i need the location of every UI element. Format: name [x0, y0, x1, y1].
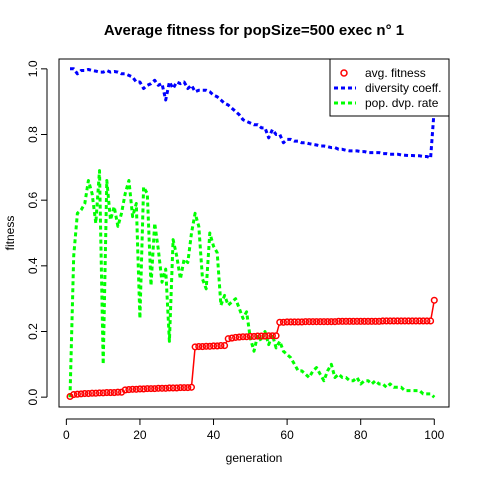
x-tick-label: 0: [63, 428, 70, 442]
x-tick-label: 60: [280, 428, 294, 442]
y-tick-label: 1.0: [26, 60, 40, 77]
x-axis-label: generation: [226, 451, 283, 465]
x-tick-label: 80: [354, 428, 368, 442]
y-axis-label: fitness: [3, 216, 17, 251]
y-tick-label: 0.2: [26, 323, 40, 340]
x-tick-label: 20: [133, 428, 147, 442]
chart-title: Average fitness for popSize=500 exec n° …: [104, 22, 404, 39]
y-tick-label: 0.6: [26, 192, 40, 209]
legend-label-pop-dvp-rate: pop. dvp. rate: [365, 96, 439, 110]
x-tick-label: 40: [207, 428, 221, 442]
legend: avg. fitness diversity coeff. pop. dvp. …: [330, 59, 449, 116]
y-tick-label: 0.4: [26, 257, 40, 274]
y-tick-label: 0.8: [26, 126, 40, 143]
legend-label-avg-fitness: avg. fitness: [365, 66, 426, 80]
y-tick-label: 0.0: [26, 388, 40, 405]
legend-label-diversity-coeff: diversity coeff.: [365, 81, 441, 95]
x-tick-label: 100: [424, 428, 444, 442]
